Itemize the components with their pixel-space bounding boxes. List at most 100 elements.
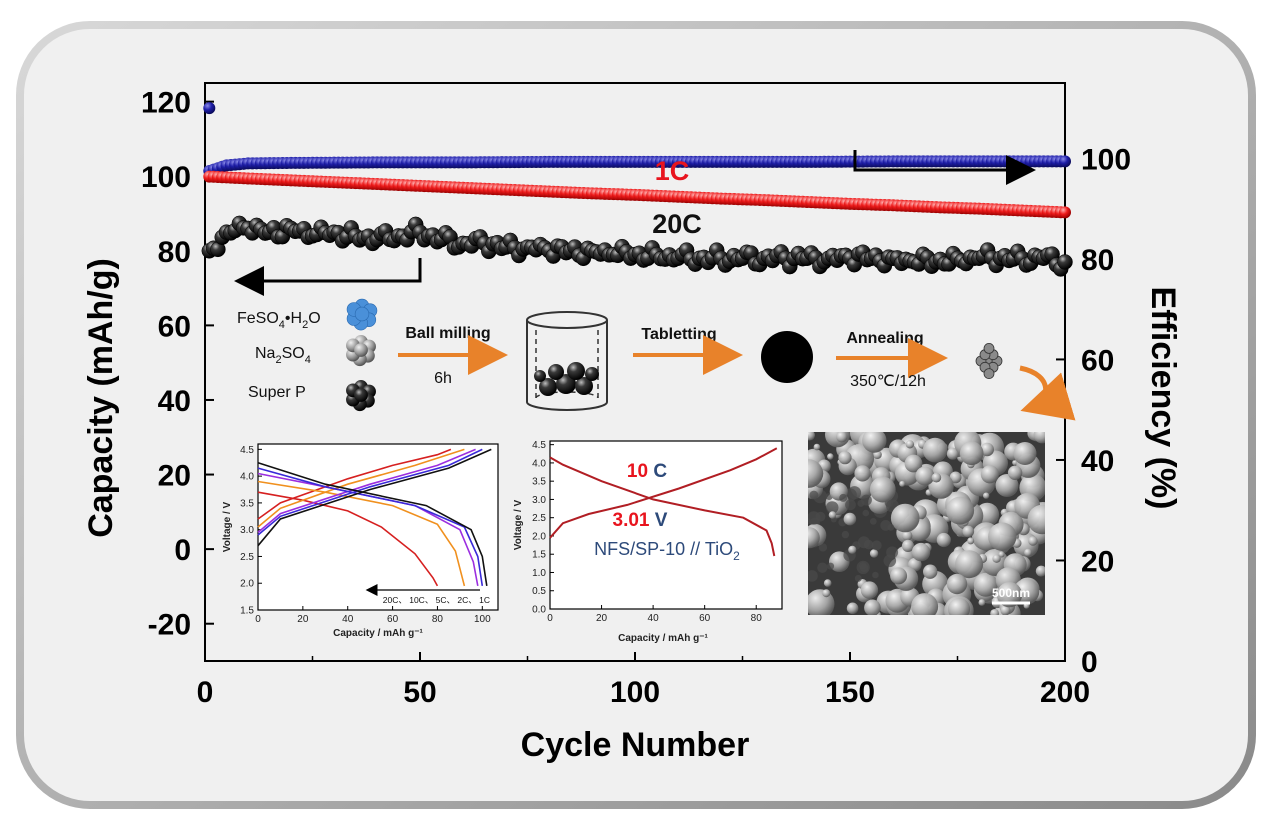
inset-full-cell-profile: 0 20 40 60 800.00.51.01.52.02.53.03.54.04.5 … <box>513 440 783 644</box>
y-tick-label: 20 <box>158 460 191 493</box>
inset2-x-tick-label: 40 <box>648 613 660 624</box>
step-ball-milling-time: 6h <box>434 370 452 387</box>
inset-rate-voltage-profiles: 0 20 40 60 80 100 1.5 2.0 2.5 3.0 3.5 4.0 4.5 Capaci… <box>222 443 499 639</box>
inset2-x-tick-label: 80 <box>751 613 763 624</box>
y2-tick-label: 60 <box>1081 344 1114 377</box>
inset1-discharge-curve-3 <box>257 467 484 587</box>
x-tick-label: 0 <box>197 676 214 709</box>
inset1-charge-curve-0 <box>257 448 452 520</box>
inset2-frame <box>549 440 783 610</box>
inset2-y-tick-label: 2.5 <box>532 513 546 524</box>
inset1-x-tick-label: 0 <box>255 614 261 625</box>
inset2-voltage-label: 3.01 V <box>613 510 668 531</box>
reagent-na2so4: Na2SO4 <box>255 345 311 366</box>
inset2-x-label: Capacity / mAh g⁻¹ <box>618 633 708 644</box>
inset1-y-tick-label: 1.5 <box>240 606 254 617</box>
inset1-x-tick-label: 40 <box>342 614 354 625</box>
step-tabletting: Tabletting <box>641 326 716 343</box>
inset1-discharge-curve-4 <box>257 461 488 587</box>
inset1-x-tick-label: 80 <box>432 614 444 625</box>
series-1c <box>203 170 1071 219</box>
inset2-y-tick-label: 1.0 <box>532 568 546 579</box>
x-tick-label: 50 <box>403 676 436 709</box>
y2-tick-label: 80 <box>1081 244 1114 277</box>
label-20c: 20C <box>652 209 702 239</box>
efficiency-axis-arrow <box>853 150 1036 185</box>
inset1-charge-curve-4 <box>257 448 492 547</box>
reagent-feso4: FeSO4•H2O <box>237 310 321 331</box>
inset2-discharge-curve <box>549 456 776 557</box>
capacity-point <box>1059 206 1071 219</box>
y-tick-label: 120 <box>141 87 191 120</box>
inset2-y-tick-label: 4.0 <box>532 458 546 469</box>
inset2-y-tick-label: 3.0 <box>532 495 546 506</box>
x-axis-title: Cycle Number <box>521 726 750 764</box>
inset2-rate-label: 10 C <box>627 461 667 482</box>
y-tick-label: 0 <box>174 534 191 567</box>
inset2-y-tick-label: 1.5 <box>532 550 546 561</box>
inset1-y-label: Voltage / V <box>222 501 233 552</box>
y2-tick-label: 100 <box>1081 143 1131 176</box>
inset1-frame <box>257 443 499 611</box>
y-tick-label: 40 <box>158 385 191 418</box>
inset1-y-tick-label: 3.0 <box>240 525 254 536</box>
inset1-rate-label: 20C、 10C、 5C、 2C、 1C <box>383 595 490 605</box>
pellet-icon <box>761 331 813 383</box>
y-axis-title: Capacity (mAh/g) <box>82 258 120 538</box>
step-annealing: Annealing <box>846 330 923 347</box>
sem-scale-label: 500nm <box>992 586 1030 600</box>
sem-micrograph: 500nm <box>808 432 1045 615</box>
y2-axis-title: Efficiency (%) <box>1144 287 1182 510</box>
y-tick-label: -20 <box>148 609 191 642</box>
main-axes: 0 50 100 150 200-200204060801001200204060801… <box>141 87 1131 709</box>
synthesis-schematic: FeSO4•H2O Na2SO4 Super P Ball milling 6h… <box>237 298 1076 421</box>
y2-tick-label: 0 <box>1081 646 1098 679</box>
inset1-charge-curve-1 <box>257 448 465 528</box>
y-tick-label: 100 <box>141 161 191 194</box>
efficiency-point <box>1059 155 1071 168</box>
inset1-y-tick-label: 4.0 <box>240 472 254 483</box>
inset2-y-tick-label: 2.0 <box>532 531 546 542</box>
inset2-y-label: Voltage / V <box>513 499 524 550</box>
inset1-x-label: Capacity / mAh g⁻¹ <box>333 628 423 639</box>
y-tick-label: 80 <box>158 236 191 269</box>
series-20c <box>201 215 1073 277</box>
inset1-x-tick-label: 20 <box>297 614 309 625</box>
inset2-y-tick-label: 0.5 <box>532 586 546 597</box>
na2so4-particle-icon <box>346 335 376 367</box>
inset1-charge-curve-2 <box>257 448 476 534</box>
y-tick-label: 60 <box>158 310 191 343</box>
inset1-x-tick-label: 60 <box>387 614 399 625</box>
inset2-y-tick-label: 0.0 <box>532 605 546 616</box>
feso4-particle-icon <box>346 298 378 331</box>
milling-jar-icon <box>526 311 608 411</box>
inset2-y-tick-label: 3.5 <box>532 477 546 488</box>
inset1-y-tick-label: 2.0 <box>240 579 254 590</box>
step-annealing-condition: 350℃/12h <box>850 373 926 390</box>
reagent-super-p: Super P <box>248 384 306 401</box>
inset2-charge-curve <box>549 447 778 539</box>
capacity-point <box>1057 254 1073 270</box>
inset1-discharge-curve-2 <box>257 472 479 587</box>
inset2-x-tick-label: 60 <box>699 613 711 624</box>
main-series <box>201 102 1073 277</box>
capacity-axis-arrow <box>234 258 422 296</box>
inset1-y-tick-label: 3.5 <box>240 498 254 509</box>
label-1c: 1C <box>655 156 690 186</box>
inset2-cell-label: NFS/SP-10 // TiO2 <box>594 539 740 563</box>
inset1-charge-curve-3 <box>257 448 483 536</box>
y2-tick-label: 40 <box>1081 445 1114 478</box>
inset1-x-tick-label: 100 <box>474 614 491 625</box>
product-particle-icon <box>975 342 1003 380</box>
step-ball-milling: Ball milling <box>405 325 490 342</box>
inset2-x-tick-label: 20 <box>596 613 608 624</box>
x-tick-label: 200 <box>1040 676 1090 709</box>
inset1-y-tick-label: 2.5 <box>240 552 254 563</box>
inset2-y-tick-label: 4.5 <box>532 440 546 451</box>
inset1-y-tick-label: 4.5 <box>240 445 254 456</box>
x-tick-label: 150 <box>825 676 875 709</box>
x-tick-label: 100 <box>610 676 660 709</box>
series-efficiency <box>203 102 1071 177</box>
curved-arrow-icon <box>1019 365 1076 421</box>
